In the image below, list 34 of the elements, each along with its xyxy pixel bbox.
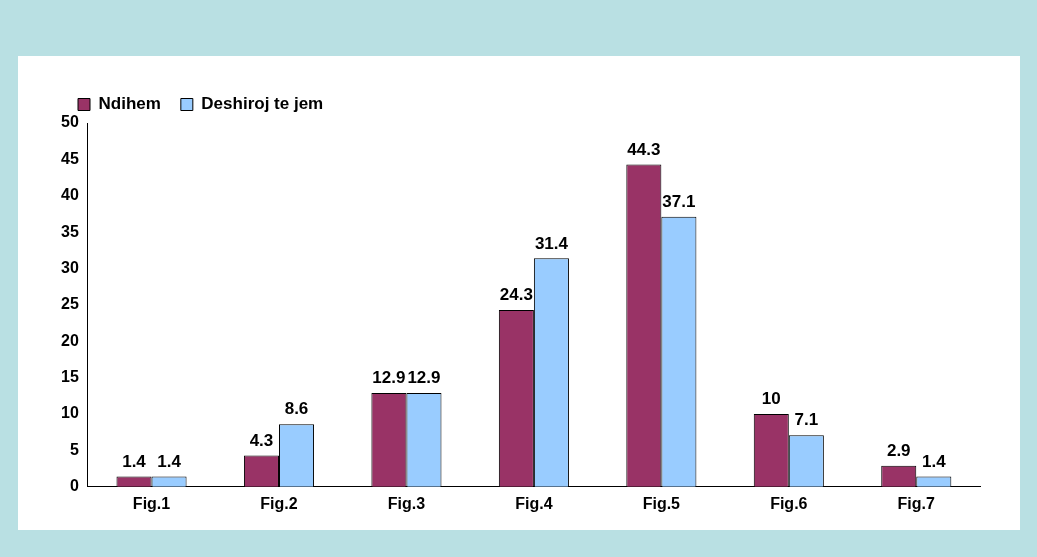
y-tick-label: 15	[61, 368, 79, 386]
y-tick-label: 50	[61, 113, 79, 131]
x-tick-label: Fig.2	[260, 494, 298, 512]
data-label: 1.4	[157, 451, 182, 471]
y-tick-label: 40	[61, 186, 79, 204]
data-label: 1.4	[122, 451, 147, 471]
y-tick-label: 5	[69, 440, 79, 458]
y-tick-label: 35	[61, 222, 79, 240]
legend-label: Deshiroj te jem	[201, 94, 324, 114]
data-label: 44.3	[627, 139, 661, 159]
data-label: 31.4	[534, 233, 569, 253]
y-tick-label: 20	[61, 331, 79, 349]
y-tick-label: 45	[61, 149, 79, 167]
y-tick-label: 10	[61, 404, 79, 422]
data-label: 4.3	[249, 430, 274, 450]
data-label: 8.6	[284, 399, 309, 419]
legend-label: Ndihem	[98, 94, 161, 114]
data-label: 2.9	[886, 440, 911, 460]
y-tick-label: 0	[69, 477, 79, 495]
x-tick-label: Fig.6	[770, 494, 808, 512]
y-tick-label: 30	[61, 258, 79, 276]
x-tick-label: Fig.4	[515, 494, 553, 512]
x-tick-label: Fig.7	[897, 494, 936, 512]
x-tick-label: Fig.1	[132, 494, 171, 512]
data-label: 10	[761, 389, 781, 409]
y-tick-label: 25	[61, 295, 79, 313]
data-label: 7.1	[794, 410, 819, 430]
data-label: 12.9	[407, 368, 441, 388]
x-tick-label: Fig.3	[387, 494, 426, 512]
data-label: 12.9	[372, 368, 406, 388]
x-tick-label: Fig.5	[642, 494, 681, 512]
data-label: 1.4	[921, 451, 947, 471]
data-label: 24.3	[499, 285, 533, 305]
data-label: 37.1	[662, 192, 696, 212]
